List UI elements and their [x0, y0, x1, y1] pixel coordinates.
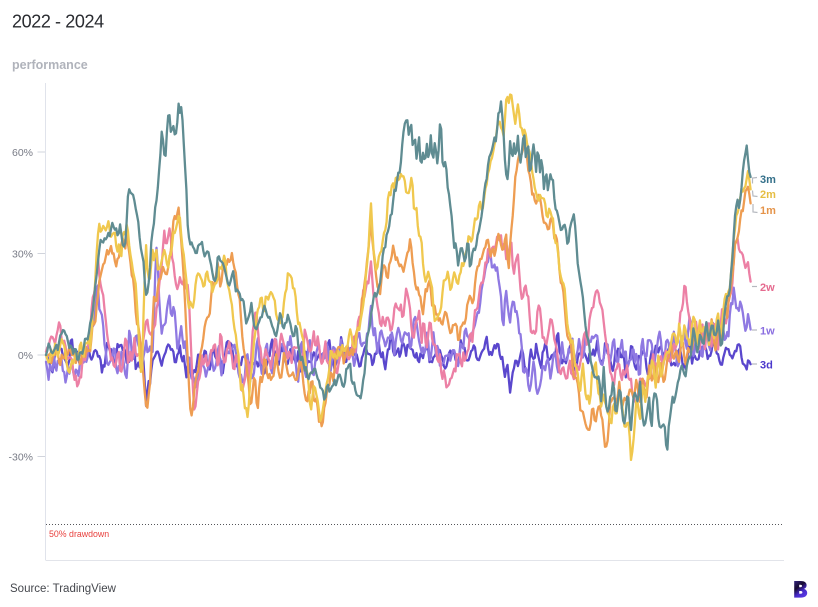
svg-text:1m: 1m — [760, 205, 776, 217]
svg-text:30%: 30% — [12, 249, 33, 261]
svg-text:-30%: -30% — [8, 452, 33, 464]
svg-text:1w: 1w — [760, 326, 775, 338]
svg-text:0%: 0% — [18, 350, 33, 362]
svg-text:3d: 3d — [760, 360, 773, 372]
svg-text:2w: 2w — [760, 282, 775, 294]
svg-text:2m: 2m — [760, 189, 776, 201]
svg-text:3m: 3m — [760, 174, 776, 186]
svg-text:2022 - 2024: 2022 - 2024 — [12, 12, 104, 32]
svg-text:performance: performance — [12, 58, 88, 72]
svg-text:Source: TradingView: Source: TradingView — [10, 583, 117, 595]
svg-text:60%: 60% — [12, 147, 33, 159]
svg-text:50% drawdown: 50% drawdown — [49, 529, 109, 539]
